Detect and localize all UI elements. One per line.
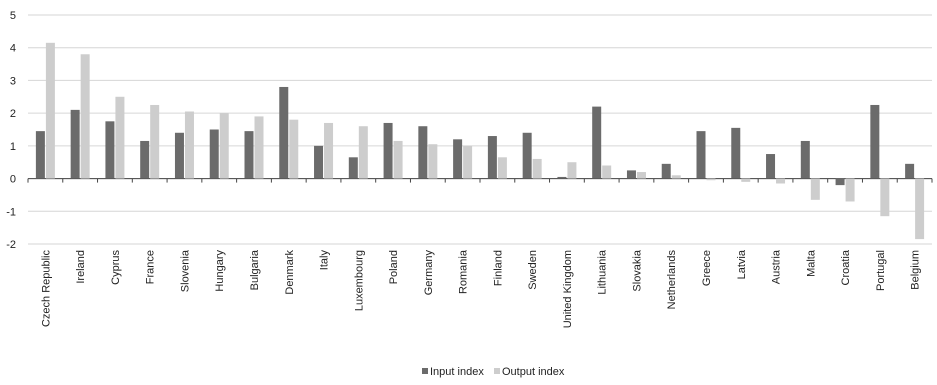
category-label: Slovenia — [179, 249, 191, 292]
bar-output — [810, 178, 820, 200]
legend-label: Output index — [502, 366, 565, 378]
category-label: Lithuania — [597, 249, 609, 295]
bar-input — [557, 176, 567, 179]
y-tick-label: 5 — [10, 10, 16, 22]
category-label: Cyprus — [110, 250, 122, 285]
category-label: Romania — [458, 249, 470, 294]
bar-output — [671, 175, 681, 179]
bar-output — [845, 178, 855, 202]
bar-output — [324, 122, 334, 179]
y-tick-label: 0 — [10, 174, 16, 186]
bar-input — [870, 104, 880, 179]
bar-output — [915, 178, 925, 240]
bar-input — [348, 157, 358, 179]
bar-input — [35, 131, 45, 179]
y-tick-label: -2 — [6, 239, 16, 251]
bar-input — [209, 129, 219, 179]
bar-input — [905, 163, 915, 179]
legend-label: Input index — [430, 366, 484, 378]
category-label: France — [145, 250, 157, 284]
bar-output — [219, 113, 229, 179]
category-label: Croatia — [840, 249, 852, 285]
bar-input — [314, 145, 324, 179]
bar-output — [115, 96, 125, 179]
bar-output — [880, 178, 890, 217]
bar-input — [626, 170, 636, 179]
bar-output — [80, 54, 90, 179]
category-label: Austria — [771, 249, 783, 284]
bar-input — [244, 131, 254, 179]
bar-output — [184, 111, 194, 179]
bar-output — [463, 145, 473, 179]
y-tick-label: 4 — [10, 43, 16, 55]
bar-input — [661, 163, 671, 179]
category-label: Greece — [701, 250, 713, 286]
category-label: Malta — [805, 249, 817, 277]
category-label: Sweden — [527, 250, 539, 290]
category-label: Slovakia — [631, 249, 643, 291]
bar-output — [741, 178, 751, 182]
bar-output — [602, 165, 612, 179]
bar-input — [766, 154, 776, 179]
bar-output — [636, 172, 646, 179]
bar-input — [731, 127, 741, 179]
category-label: Belgium — [910, 250, 922, 290]
category-label: Czech Republic — [40, 250, 52, 328]
category-label: Latvia — [736, 249, 748, 279]
bar-input — [835, 178, 845, 186]
bar-input — [105, 121, 115, 179]
bar-input — [418, 126, 428, 179]
category-label: Denmark — [284, 250, 296, 295]
bar-output — [497, 157, 507, 179]
legend-swatch — [422, 368, 428, 374]
category-label: Italy — [319, 250, 331, 271]
y-tick-label: -1 — [6, 206, 16, 218]
y-tick-label: 2 — [10, 108, 16, 120]
category-label: Bulgaria — [249, 249, 261, 290]
bar-input — [453, 139, 463, 179]
bar-output — [45, 42, 55, 179]
bar-input — [279, 86, 289, 179]
bar-output — [776, 178, 786, 184]
bar-input — [140, 140, 150, 179]
bar-input — [70, 109, 80, 179]
category-label: Hungary — [214, 250, 226, 292]
category-label: Portugal — [875, 250, 887, 291]
bar-input — [522, 132, 532, 179]
category-label: Finland — [492, 250, 504, 286]
legend-swatch — [494, 368, 500, 374]
bar-input — [174, 132, 184, 179]
bar-output — [254, 116, 264, 179]
y-tick-label: 1 — [10, 141, 16, 153]
bar-input — [696, 131, 706, 179]
bar-input — [383, 122, 393, 179]
bar-output — [393, 140, 403, 179]
bar-output — [289, 119, 299, 179]
category-label: Germany — [423, 250, 435, 296]
bar-output — [706, 178, 716, 181]
bar-input — [487, 136, 497, 179]
category-label: Ireland — [75, 250, 87, 284]
bar-input — [800, 140, 810, 179]
category-label: Poland — [388, 250, 400, 284]
category-label: Netherlands — [666, 250, 678, 310]
category-label: Luxembourg — [353, 250, 365, 311]
y-tick-label: 3 — [10, 75, 16, 87]
bar-output — [358, 126, 368, 179]
bar-output — [428, 144, 438, 179]
bar-output — [532, 158, 542, 179]
bar-input — [592, 106, 602, 179]
bar-output — [150, 104, 160, 179]
category-label: United Kingdom — [562, 250, 574, 328]
bar-output — [567, 162, 577, 179]
